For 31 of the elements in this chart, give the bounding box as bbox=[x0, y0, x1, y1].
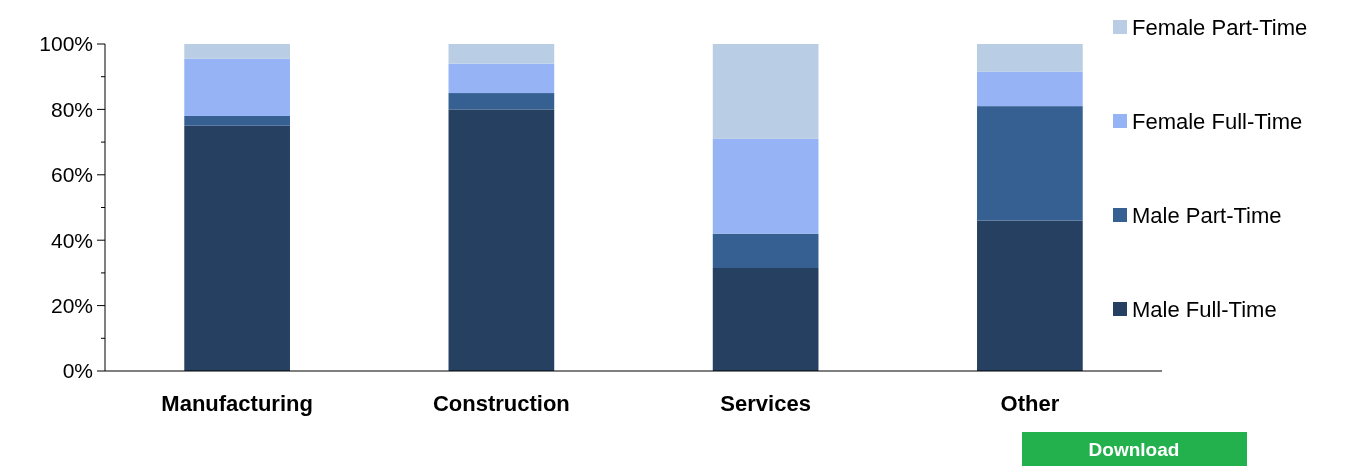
bar bbox=[448, 109, 555, 371]
x-tick-label: Manufacturing bbox=[161, 391, 313, 416]
y-tick-label: 20% bbox=[50, 293, 93, 317]
y-tick-label: 60% bbox=[50, 163, 93, 187]
bar bbox=[184, 44, 290, 59]
bar bbox=[712, 268, 819, 371]
y-tick-label: 40% bbox=[50, 228, 93, 252]
bar bbox=[448, 44, 555, 64]
bar bbox=[712, 44, 819, 139]
y-tick-label: 100% bbox=[39, 32, 93, 56]
y-tick-label: 80% bbox=[50, 97, 93, 121]
legend-label: Male Part-Time bbox=[1132, 202, 1282, 228]
legend-label: Male Full-Time bbox=[1132, 296, 1277, 322]
x-tick-label: Services bbox=[720, 391, 811, 416]
download-button: Download bbox=[1022, 432, 1247, 466]
bar bbox=[184, 58, 290, 116]
bar bbox=[977, 71, 1083, 107]
x-tick-label: Other bbox=[1000, 391, 1060, 416]
x-tick-label: Construction bbox=[432, 391, 570, 416]
bar bbox=[977, 44, 1083, 72]
bar bbox=[977, 220, 1083, 371]
bar bbox=[712, 138, 819, 234]
bar bbox=[448, 63, 555, 94]
y-tick-label: 0% bbox=[62, 359, 93, 383]
legend-label: Female Part-Time bbox=[1132, 14, 1308, 40]
bar bbox=[448, 93, 555, 110]
bar bbox=[977, 106, 1083, 221]
bar bbox=[712, 233, 819, 268]
bar bbox=[184, 115, 290, 126]
legend-label: Female Full-Time bbox=[1132, 108, 1303, 134]
bar bbox=[184, 125, 290, 371]
